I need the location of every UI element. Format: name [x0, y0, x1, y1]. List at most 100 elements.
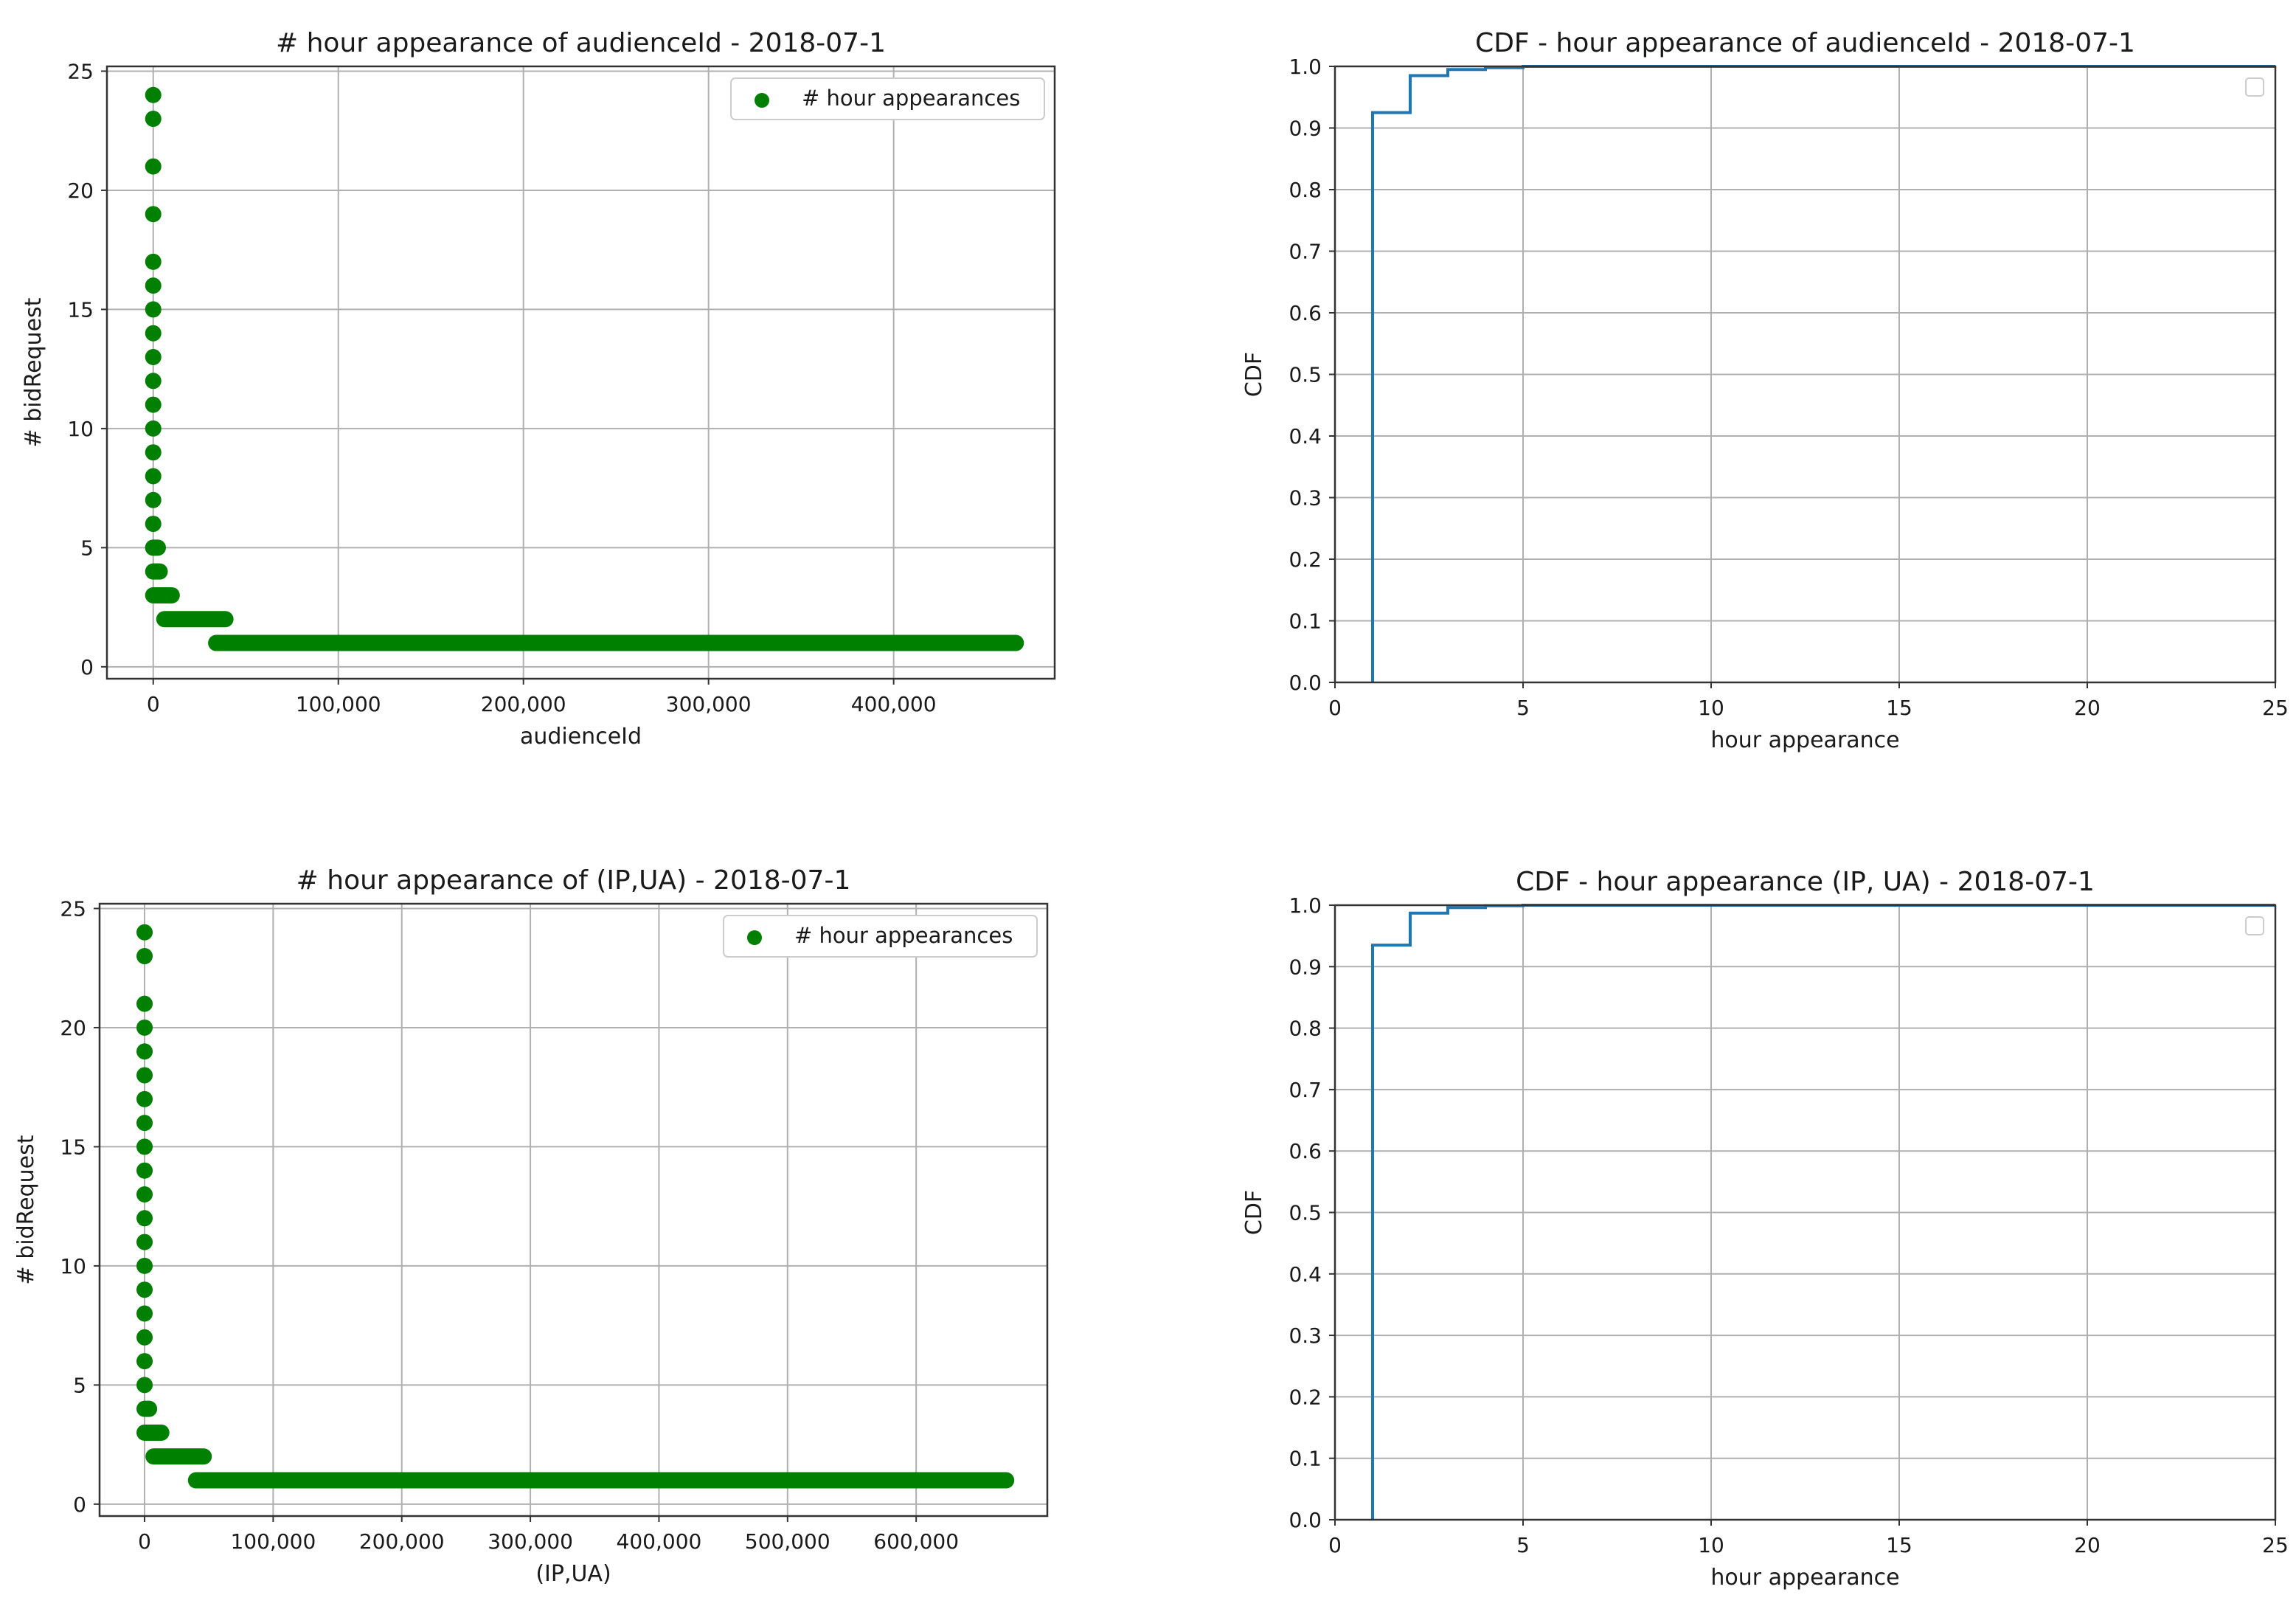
legend-label: # hour appearances [794, 923, 1013, 948]
scatter-run [187, 1472, 1015, 1489]
y-tick-label: 20 [60, 1016, 86, 1040]
scatter-point [145, 158, 162, 175]
legend-box-empty [2245, 77, 2264, 97]
chart-cdf-ipua: 0 5 10 15 20 25 0.0 0.1 0.2 0.3 0.4 0.5 0.6 0.7 0.8 0.9… [1241, 867, 2289, 1591]
y-tick-label: 25 [60, 896, 86, 921]
chart-scatter-ipua: 0 100,000 200,000 300,000 400,000 500,000 600,… [13, 865, 1049, 1587]
y-tick-label: 0.5 [1289, 1201, 1322, 1225]
scatter-point [136, 948, 153, 965]
chart-title: # hour appearance of audienceId - 2018-0… [276, 28, 886, 58]
y-axis-label: # bidRequest [13, 1135, 39, 1284]
y-tick-label: 0.4 [1289, 424, 1322, 449]
scatter-run [145, 586, 180, 603]
chart-title: CDF - hour appearance (IP, UA) - 2018-07… [1516, 867, 2095, 897]
scatter-point [136, 1043, 153, 1060]
y-tick-label: 0.7 [1289, 240, 1322, 264]
legend-marker [755, 93, 769, 108]
legend-box [723, 915, 1038, 958]
scatter-point [136, 1138, 153, 1155]
x-tick-label: 25 [2262, 1533, 2289, 1557]
y-axis-label: CDF [1241, 352, 1267, 397]
x-tick-label: 100,000 [296, 692, 381, 716]
scatter-point [136, 1210, 153, 1227]
x-tick-label: 300,000 [666, 692, 752, 716]
chart-cdf-audience: 0 5 10 15 20 25 0.0 0.1 0.2 0.3 0.4 0.5 0.6 0.7 0.8 0.9… [1241, 28, 2289, 753]
scatter-point [145, 491, 162, 508]
y-tick-label: 0.1 [1289, 609, 1322, 634]
y-tick-label: 0.4 [1289, 1262, 1322, 1287]
legend-marker [747, 930, 762, 945]
legend-box-empty [2245, 916, 2264, 935]
y-tick-label: 0.8 [1289, 1017, 1322, 1041]
scatter-point [145, 516, 162, 533]
scatter-run [208, 634, 1024, 651]
scatter-point [136, 1067, 153, 1084]
scatter-point [145, 539, 162, 556]
scatter-point [145, 349, 162, 366]
scatter-point [136, 1377, 153, 1394]
y-tick-label: 0.3 [1289, 486, 1322, 511]
x-tick-label: 200,000 [481, 692, 566, 716]
scatter-point [136, 1329, 153, 1346]
legend-box [730, 77, 1045, 120]
y-tick-label: 0.0 [1289, 1508, 1322, 1532]
scatter-point [136, 1186, 153, 1203]
x-tick-label: 300,000 [488, 1529, 573, 1554]
y-tick-label: 0.6 [1289, 1139, 1322, 1163]
scatter-run [145, 1448, 212, 1465]
y-tick-label: 0.6 [1289, 301, 1322, 325]
y-tick-label: 0.8 [1289, 178, 1322, 202]
y-tick-label: 20 [67, 179, 94, 203]
x-tick-label: 20 [2074, 696, 2101, 720]
x-tick-label: 20 [2074, 1533, 2101, 1557]
y-tick-label: 25 [67, 59, 94, 83]
x-tick-label: 0 [1328, 1533, 1342, 1557]
x-tick-label: 5 [1516, 696, 1530, 720]
x-tick-label: 15 [1886, 696, 1912, 720]
axes-frame [105, 65, 1056, 680]
y-tick-label: 10 [60, 1254, 86, 1278]
x-tick-label: 15 [1886, 1533, 1912, 1557]
y-tick-label: 0.1 [1289, 1447, 1322, 1471]
scatter-point [145, 373, 162, 390]
scatter-run [136, 1400, 158, 1417]
scatter-point [136, 1090, 153, 1107]
y-tick-label: 1.0 [1289, 55, 1322, 79]
y-tick-label: 5 [80, 536, 94, 560]
x-tick-label: 0 [1328, 696, 1342, 720]
plot-area [107, 66, 1055, 679]
scatter-point [145, 253, 162, 270]
x-tick-label: 10 [1698, 696, 1724, 720]
x-tick-label: 500,000 [745, 1529, 830, 1554]
x-tick-label: 0 [147, 692, 160, 716]
y-tick-label: 5 [73, 1373, 86, 1397]
x-axis-label: hour appearance [1710, 1565, 1899, 1591]
scatter-point [136, 1281, 153, 1298]
x-tick-label: 5 [1516, 1533, 1530, 1557]
y-tick-label: 0.2 [1289, 1385, 1322, 1409]
scatter-point [145, 444, 162, 461]
x-tick-label: 10 [1698, 1533, 1724, 1557]
scatter-point [136, 1233, 153, 1250]
scatter-point [145, 396, 162, 413]
chart-scatter-audience: 0 100,000 200,000 300,000 400,000 0 5 10 15 20 25 #… [21, 28, 1056, 750]
y-tick-label: 0.9 [1289, 117, 1322, 141]
y-axis-label: # bidRequest [21, 297, 46, 447]
x-tick-label: 400,000 [851, 692, 937, 716]
scatter-point [136, 1305, 153, 1322]
y-tick-label: 0.0 [1289, 671, 1322, 695]
y-tick-label: 10 [67, 417, 94, 441]
y-tick-label: 0.2 [1289, 547, 1322, 572]
x-tick-label: 400,000 [617, 1529, 702, 1554]
y-tick-label: 1.0 [1289, 893, 1322, 918]
y-tick-label: 0.7 [1289, 1078, 1322, 1102]
scatter-point [136, 1353, 153, 1370]
x-axis-label: hour appearance [1710, 727, 1899, 753]
y-tick-label: 0.5 [1289, 363, 1322, 387]
legend-label: # hour appearances [802, 86, 1020, 111]
chart-title: # hour appearance of (IP,UA) - 2018-07-1 [296, 865, 851, 896]
scatter-point [145, 301, 162, 318]
plot-area [100, 904, 1047, 1516]
scatter-point [145, 420, 162, 437]
